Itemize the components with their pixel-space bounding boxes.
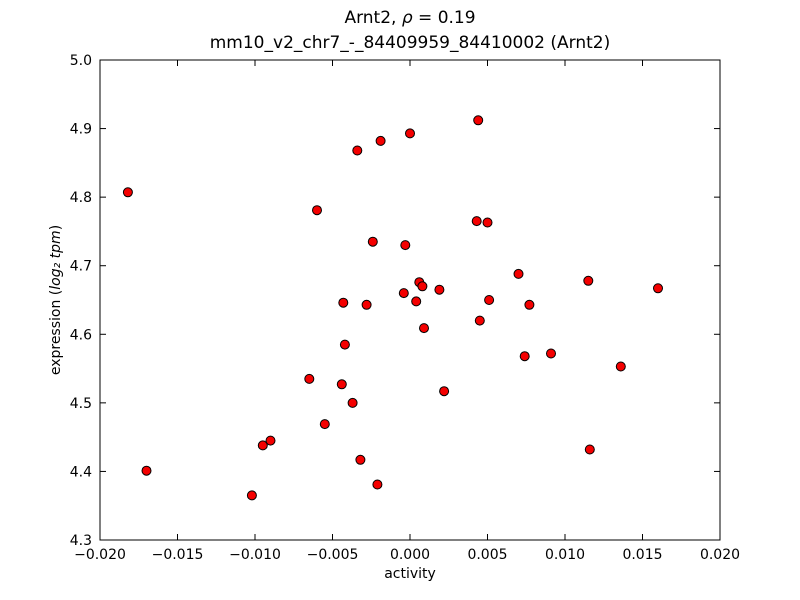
x-tick-label: 0.020 [700,547,740,563]
data-point [265,435,276,446]
data-point [400,240,411,251]
plot-title-text: Arnt2, [344,8,402,28]
data-point [484,295,495,305]
data-point [513,268,524,279]
data-point [434,284,445,295]
data-point [375,135,386,146]
y-tick-label: 4.8 [70,190,92,206]
data-point [339,339,350,350]
plot-subtitle: mm10_v2_chr7_-_84409959_84410002 (Arnt2) [209,33,611,53]
data-point [583,275,594,286]
y-tick-label: 4.3 [70,533,92,549]
y-axis-label-prefix: expression ( [48,289,64,376]
y-tick-label: 4.5 [70,396,92,412]
data-point [367,236,378,247]
x-tick-label: 0.015 [622,547,662,563]
data-point [338,297,349,308]
data-point [473,115,484,126]
data-point [355,454,366,465]
data-point [352,145,363,156]
data-point [417,281,428,292]
data-point [411,296,422,307]
data-point [546,348,556,359]
data-point [347,397,358,408]
y-axis-label-math: log₂ tpm [48,230,64,290]
data-point [141,465,152,476]
data-point [336,379,347,390]
data-point [615,361,626,372]
y-tick-label: 4.7 [70,259,92,275]
data-point [471,216,482,227]
data-point [398,288,409,299]
y-tick-label: 5.0 [70,53,92,69]
x-tick-label: −0.010 [229,547,281,563]
data-point [319,419,330,430]
data-point [405,128,415,139]
data-point [653,283,663,294]
data-point [524,299,535,310]
data-point [584,444,595,455]
rho-value: = 0.19 [412,8,476,28]
plot-title: Arnt2, ρ = 0.19 [100,8,720,28]
data-point [439,386,450,397]
x-axis-label: activity [384,566,436,582]
x-tick-label: −0.015 [152,547,204,563]
data-point [519,351,530,362]
data-point [304,373,315,384]
x-tick-label: 0.005 [467,547,507,563]
data-point [246,490,257,501]
data-point [312,205,322,216]
y-tick-label: 4.4 [70,464,92,480]
x-tick-label: 0.000 [390,547,430,563]
data-point [482,217,493,228]
x-tick-label: −0.020 [74,547,126,563]
y-axis-label-suffix: ) [48,224,64,231]
data-point [419,323,429,334]
y-axis-label: expression (log₂ tpm) [48,225,64,375]
data-point [122,187,133,198]
data-point [372,479,383,490]
data-point [361,299,372,310]
x-tick-label: 0.010 [545,547,585,563]
data-point [474,315,485,326]
x-tick-label: −0.005 [307,547,359,563]
rho-symbol: ρ [401,8,413,28]
data-point [257,440,268,451]
y-tick-label: 4.9 [70,122,92,138]
y-tick-label: 4.6 [70,327,92,343]
